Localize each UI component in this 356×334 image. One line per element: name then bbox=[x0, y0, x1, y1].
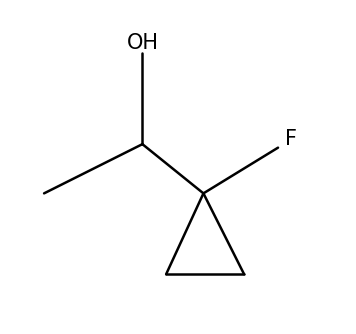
Text: OH: OH bbox=[126, 33, 158, 53]
Text: F: F bbox=[285, 129, 297, 149]
